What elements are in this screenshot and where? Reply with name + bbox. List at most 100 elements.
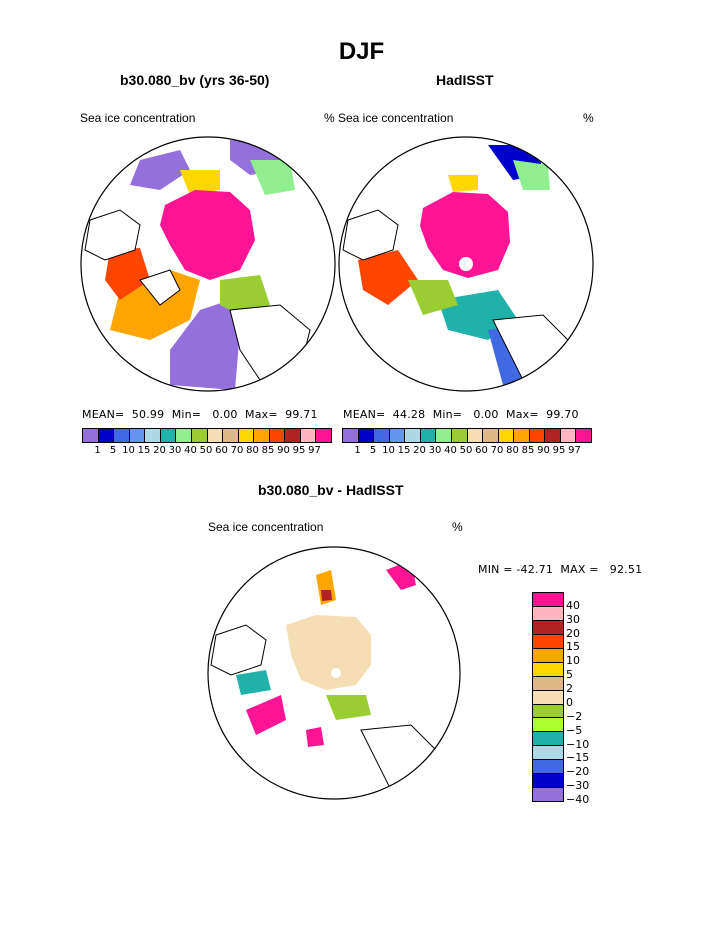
panel2-stats: MEAN= 44.28 Min= 0.00 Max= 99.70 [343,408,579,421]
colorbar-swatch [405,429,421,442]
diff-colorbar-swatch [533,690,563,705]
colorbar-tick-label: 15 [137,445,151,456]
colorbar-swatch [436,429,452,442]
diff-colorbar-tick-label: 10 [566,654,580,668]
map-difference-sea-ice [207,546,461,800]
colorbar-tick-label: 50 [459,445,473,456]
colorbar-tick-label: 97 [568,445,581,456]
colorbar-panel1 [82,428,332,443]
colorbar-tick-label: 50 [199,445,213,456]
diff-colorbar-swatch [533,760,563,775]
colorbar-swatch [316,429,331,442]
diff-colorbar-swatch [533,662,563,677]
colorbar-swatch [160,429,177,442]
colorbar-swatch [83,429,99,442]
colorbar-panel2-ticks: 1 5 10 15 20 30 40 50 60 70 80 85 90 95 97 [342,445,590,459]
colorbar-tick-label: 30 [428,445,442,456]
diff-colorbar-tick-label: −15 [566,751,590,765]
colorbar-swatch [529,429,546,442]
diff-subtitle: b30.080_bv - HadISST [258,482,404,498]
colorbar-tick-label: 90 [537,445,550,456]
diff-colorbar-tick-label: 30 [566,612,580,626]
diff-colorbar-tick-label: −40 [566,793,590,806]
figure-title: DJF [338,38,385,65]
colorbar-swatch [191,429,208,442]
colorbar-tick-label: 60 [475,445,488,456]
diff-units: % [452,520,463,534]
map-hadisst-sea-ice [338,136,594,392]
diff-colorbar-tick-label: −20 [566,765,590,779]
colorbar-swatch [176,429,192,442]
colorbar-swatch [389,429,406,442]
colorbar-tick-label: 1 [94,445,101,456]
diff-colorbar-tick-label: 20 [566,626,580,640]
diff-colorbar-tick-label: 0 [566,695,573,709]
colorbar-swatch [576,429,591,442]
diff-colorbar-swatch [533,732,563,747]
diff-colorbar-swatch [533,704,563,719]
colorbar-tick-label: 97 [308,445,321,456]
colorbar-tick-label: 40 [184,445,197,456]
colorbar-swatch [560,429,577,442]
diff-colorbar-tick-label: 15 [566,640,580,654]
colorbar-swatch [374,429,390,442]
panel2-subtitle: HadISST [436,72,494,88]
colorbar-swatch [498,429,515,442]
colorbar-swatch [129,429,146,442]
colorbar-tick-label: 70 [490,445,504,456]
diff-colorbar [532,592,564,802]
colorbar-panel1-ticks: 1 5 10 15 20 30 40 50 60 70 80 85 90 95 97 [82,445,330,459]
diff-colorbar-swatch [533,593,563,607]
colorbar-swatch [420,429,437,442]
diff-colorbar-tick-label: −30 [566,779,590,793]
panel1-subtitle: b30.080_bv (yrs 36-50) [120,72,270,88]
colorbar-swatch [467,429,484,442]
diff-colorbar-tick-label: 2 [566,682,573,696]
colorbar-swatch [254,429,270,442]
diff-colorbar-swatch [533,606,563,621]
colorbar-swatch [223,429,239,442]
colorbar-tick-label: 85 [521,445,535,456]
panel1-var-label: Sea ice concentration [80,111,196,125]
colorbar-tick-label: 90 [277,445,290,456]
diff-colorbar-swatch [533,774,563,789]
colorbar-swatch [300,429,317,442]
colorbar-tick-label: 70 [230,445,244,456]
colorbar-swatch [207,429,224,442]
diff-colorbar-swatch [533,746,563,761]
colorbar-tick-label: 80 [506,445,519,456]
colorbar-tick-label: 1 [354,445,361,456]
colorbar-swatch [285,429,301,442]
colorbar-tick-label: 20 [413,445,426,456]
diff-colorbar-tick-label: 40 [566,598,580,612]
colorbar-tick-label: 20 [153,445,166,456]
colorbar-tick-label: 10 [382,445,395,456]
panel1-stats: MEAN= 50.99 Min= 0.00 Max= 99.71 [82,408,318,421]
colorbar-swatch [269,429,286,442]
diff-colorbar-tick-label: 5 [566,668,573,682]
colorbar-panel2 [342,428,592,443]
colorbar-tick-label: 5 [109,445,117,456]
diff-colorbar-tick-label: −5 [566,723,583,737]
colorbar-swatch [98,429,115,442]
panel2-units: % [583,111,594,125]
diff-colorbar-swatch [533,634,563,649]
diff-colorbar-swatch [533,648,563,663]
colorbar-tick-label: 40 [444,445,457,456]
colorbar-swatch [451,429,468,442]
diff-var-label: Sea ice concentration [208,520,324,534]
colorbar-swatch [545,429,561,442]
colorbar-swatch [343,429,359,442]
colorbar-swatch [114,429,130,442]
colorbar-tick-label: 10 [122,445,135,456]
diff-colorbar-swatch [533,676,563,691]
diff-colorbar-swatch [533,620,563,635]
panel2-var-label: Sea ice concentration [338,111,454,125]
diff-colorbar-tick-label: −2 [566,709,583,723]
panel1-units: % [324,111,335,125]
colorbar-swatch [238,429,255,442]
diff-colorbar-swatch [533,788,563,802]
colorbar-swatch [483,429,499,442]
colorbar-tick-label: 95 [292,445,306,456]
colorbar-tick-label: 15 [397,445,411,456]
